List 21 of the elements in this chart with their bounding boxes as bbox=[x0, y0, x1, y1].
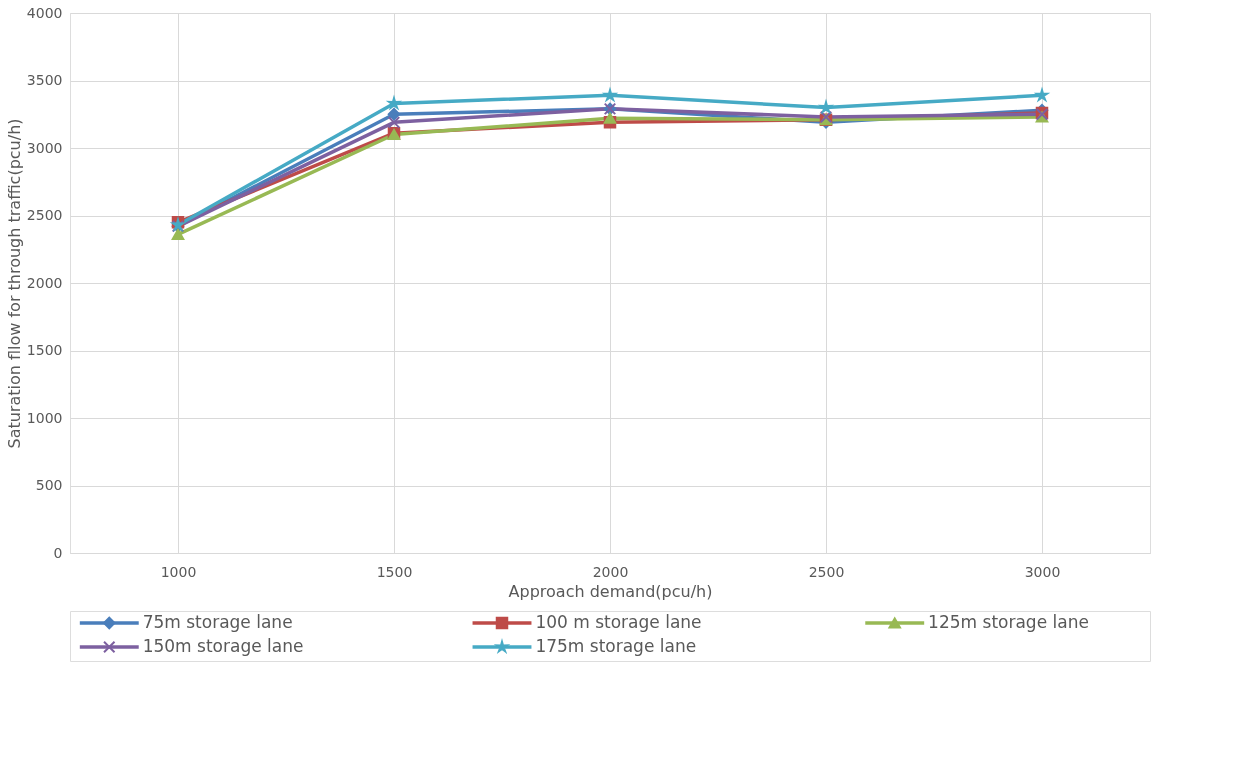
y-axis-title: Saturation fllow for through traffic(pcu/h) bbox=[4, 118, 24, 449]
x-tick-label: 1000 bbox=[160, 563, 197, 580]
y-tick-label: 500 bbox=[35, 477, 63, 493]
x-tick-label: 3000 bbox=[1024, 563, 1061, 580]
legend-label: 75m storage lane bbox=[142, 612, 293, 632]
y-tick-label: 3500 bbox=[26, 72, 63, 88]
y-tick-label: 3000 bbox=[26, 139, 63, 156]
x-tick-label: 1500 bbox=[376, 563, 413, 580]
y-tick-label: 2500 bbox=[26, 207, 63, 223]
x-tick-label: 2500 bbox=[808, 563, 845, 580]
x-tick-label: 2000 bbox=[592, 563, 629, 580]
y-tick-label: 4000 bbox=[26, 4, 63, 21]
y-tick-label: 1000 bbox=[26, 409, 63, 426]
x-axis-title: Approach demand(pcu/h) bbox=[508, 581, 713, 601]
legend-label: 175m storage lane bbox=[535, 636, 697, 656]
y-tick-label: 2000 bbox=[26, 274, 63, 291]
y-tick-label: 1500 bbox=[26, 342, 63, 358]
y-tick-label: 0 bbox=[53, 544, 63, 561]
legend-label: 150m storage lane bbox=[142, 636, 304, 656]
legend-label: 125m storage lane bbox=[928, 612, 1089, 632]
legend-label: 100 m storage lane bbox=[535, 612, 702, 632]
